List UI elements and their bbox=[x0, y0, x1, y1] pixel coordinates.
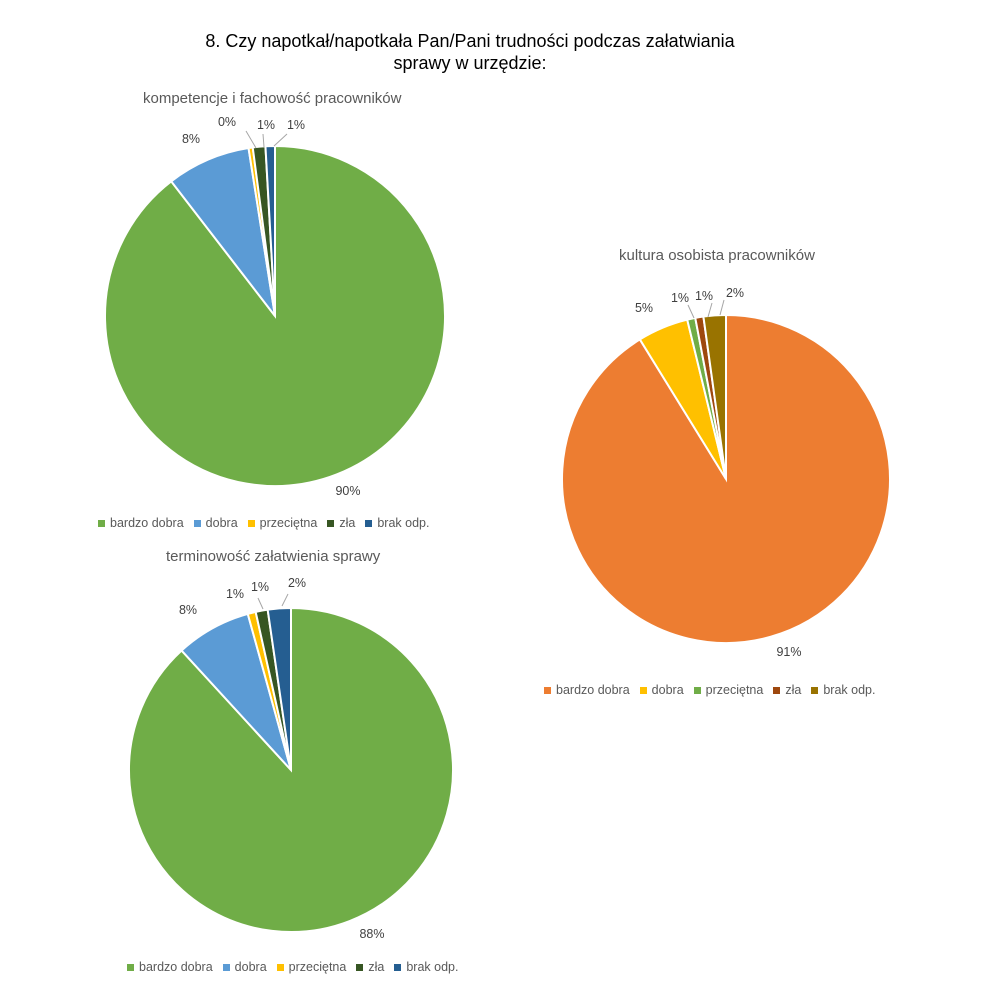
chart-main-title: 8. Czy napotkał/napotkała Pan/Pani trudn… bbox=[150, 30, 790, 74]
pie-0-data-label-0: 90% bbox=[335, 484, 360, 498]
legend-2-label-4: brak odp. bbox=[406, 960, 459, 974]
legend-2-swatch-2 bbox=[276, 963, 284, 971]
pie-1-data-label-1: 5% bbox=[635, 301, 653, 315]
legend-1-swatch-3 bbox=[773, 686, 781, 694]
legend-0-swatch-2 bbox=[247, 519, 255, 527]
pie-2-data-label-2: 1% bbox=[226, 587, 244, 601]
legend-terminowosc: bardzo dobra dobra przeciętna zła brak odp. bbox=[127, 960, 468, 974]
pie-title-kompetencje: kompetencje i fachowość pracowników bbox=[143, 90, 402, 107]
legend-1-item-2: przeciętna bbox=[693, 683, 764, 697]
pie-1-leader-line-2 bbox=[687, 304, 695, 319]
legend-1-swatch-4 bbox=[811, 686, 819, 694]
pie-2-data-label-3: 1% bbox=[251, 580, 269, 594]
pie-0-data-label-4: 1% bbox=[287, 118, 305, 132]
pie-1-leader-line-4 bbox=[719, 299, 725, 316]
legend-2-label-2: przeciętna bbox=[288, 960, 347, 974]
legend-2-item-2: przeciętna bbox=[276, 960, 347, 974]
legend-1-swatch-2 bbox=[693, 686, 701, 694]
pie-1-data-label-2: 1% bbox=[671, 291, 689, 305]
legend-2-label-0: bardzo dobra bbox=[139, 960, 213, 974]
legend-2-item-3: zła bbox=[356, 960, 384, 974]
legend-0-item-1: dobra bbox=[193, 516, 238, 530]
legend-1-label-0: bardzo dobra bbox=[556, 683, 630, 697]
pie-1-slice-brak-odp- bbox=[702, 313, 727, 480]
legend-2-item-1: dobra bbox=[222, 960, 267, 974]
pie-2-data-label-1: 8% bbox=[179, 603, 197, 617]
legend-kultura: bardzo dobra dobra przeciętna zła brak odp. bbox=[544, 683, 885, 697]
pie-0-slice-brak-odp- bbox=[264, 144, 276, 317]
legend-1-label-2: przeciętna bbox=[705, 683, 764, 697]
pie-1-data-label-3: 1% bbox=[695, 289, 713, 303]
legend-0-swatch-1 bbox=[193, 519, 201, 527]
legend-0-label-0: bardzo dobra bbox=[110, 516, 184, 530]
pie-title-terminowosc: terminowość załatwienia sprawy bbox=[166, 548, 381, 565]
pie-2-data-label-4: 2% bbox=[288, 576, 306, 590]
pie-0-data-label-1: 8% bbox=[182, 132, 200, 146]
legend-0-item-3: zła bbox=[327, 516, 355, 530]
pie-0-data-label-3: 1% bbox=[257, 118, 275, 132]
legend-0-label-1: dobra bbox=[205, 516, 238, 530]
legend-1-item-3: zła bbox=[773, 683, 801, 697]
legend-0-swatch-3 bbox=[327, 519, 335, 527]
pie-0-leader-line-2 bbox=[245, 130, 257, 149]
legend-1-item-1: dobra bbox=[639, 683, 684, 697]
pie-0-leader-line-4 bbox=[273, 133, 288, 147]
chart-main-title-line1: 8. Czy napotkał/napotkała Pan/Pani trudn… bbox=[205, 31, 735, 51]
legend-1-label-4: brak odp. bbox=[823, 683, 876, 697]
legend-2-label-3: zła bbox=[368, 960, 385, 974]
legend-2-label-1: dobra bbox=[234, 960, 267, 974]
pie-2-leader-line-3 bbox=[257, 597, 264, 610]
legend-2-swatch-0 bbox=[127, 963, 134, 971]
legend-1-item-4: brak odp. bbox=[811, 683, 875, 697]
legend-1-label-1: dobra bbox=[651, 683, 684, 697]
pie-0-leader-line-3 bbox=[262, 133, 265, 148]
pie-title-kultura: kultura osobista pracowników bbox=[619, 247, 815, 264]
legend-0-item-0: bardzo dobra bbox=[98, 516, 184, 530]
legend-0-swatch-0 bbox=[98, 519, 105, 527]
pie-1-data-label-0: 91% bbox=[776, 645, 801, 659]
legend-2-swatch-4 bbox=[394, 963, 402, 971]
legend-2-item-4: brak odp. bbox=[394, 960, 458, 974]
legend-2-swatch-1 bbox=[222, 963, 230, 971]
legend-2-item-0: bardzo dobra bbox=[127, 960, 213, 974]
legend-0-item-4: brak odp. bbox=[365, 516, 429, 530]
legend-2-swatch-3 bbox=[356, 963, 364, 971]
legend-0-item-2: przeciętna bbox=[247, 516, 318, 530]
pie-2-slice-brak-odp- bbox=[266, 606, 292, 771]
pie-1-data-label-4: 2% bbox=[726, 286, 744, 300]
legend-1-item-0: bardzo dobra bbox=[544, 683, 630, 697]
legend-0-swatch-4 bbox=[365, 519, 373, 527]
legend-kompetencje: bardzo dobra dobra przeciętna zła brak odp. bbox=[98, 516, 439, 530]
pie-2-leader-line-4 bbox=[281, 593, 289, 607]
chart-main-title-line2: sprawy w urzędzie: bbox=[393, 53, 547, 73]
legend-0-label-3: zła bbox=[339, 516, 356, 530]
legend-0-label-2: przeciętna bbox=[259, 516, 318, 530]
legend-1-swatch-0 bbox=[544, 686, 551, 694]
pie-2-data-label-0: 88% bbox=[359, 927, 384, 941]
legend-1-label-3: zła bbox=[785, 683, 802, 697]
pie-1-leader-line-3 bbox=[707, 302, 713, 318]
legend-1-swatch-1 bbox=[639, 686, 647, 694]
legend-0-label-4: brak odp. bbox=[377, 516, 430, 530]
pie-0-data-label-2: 0% bbox=[218, 115, 236, 129]
